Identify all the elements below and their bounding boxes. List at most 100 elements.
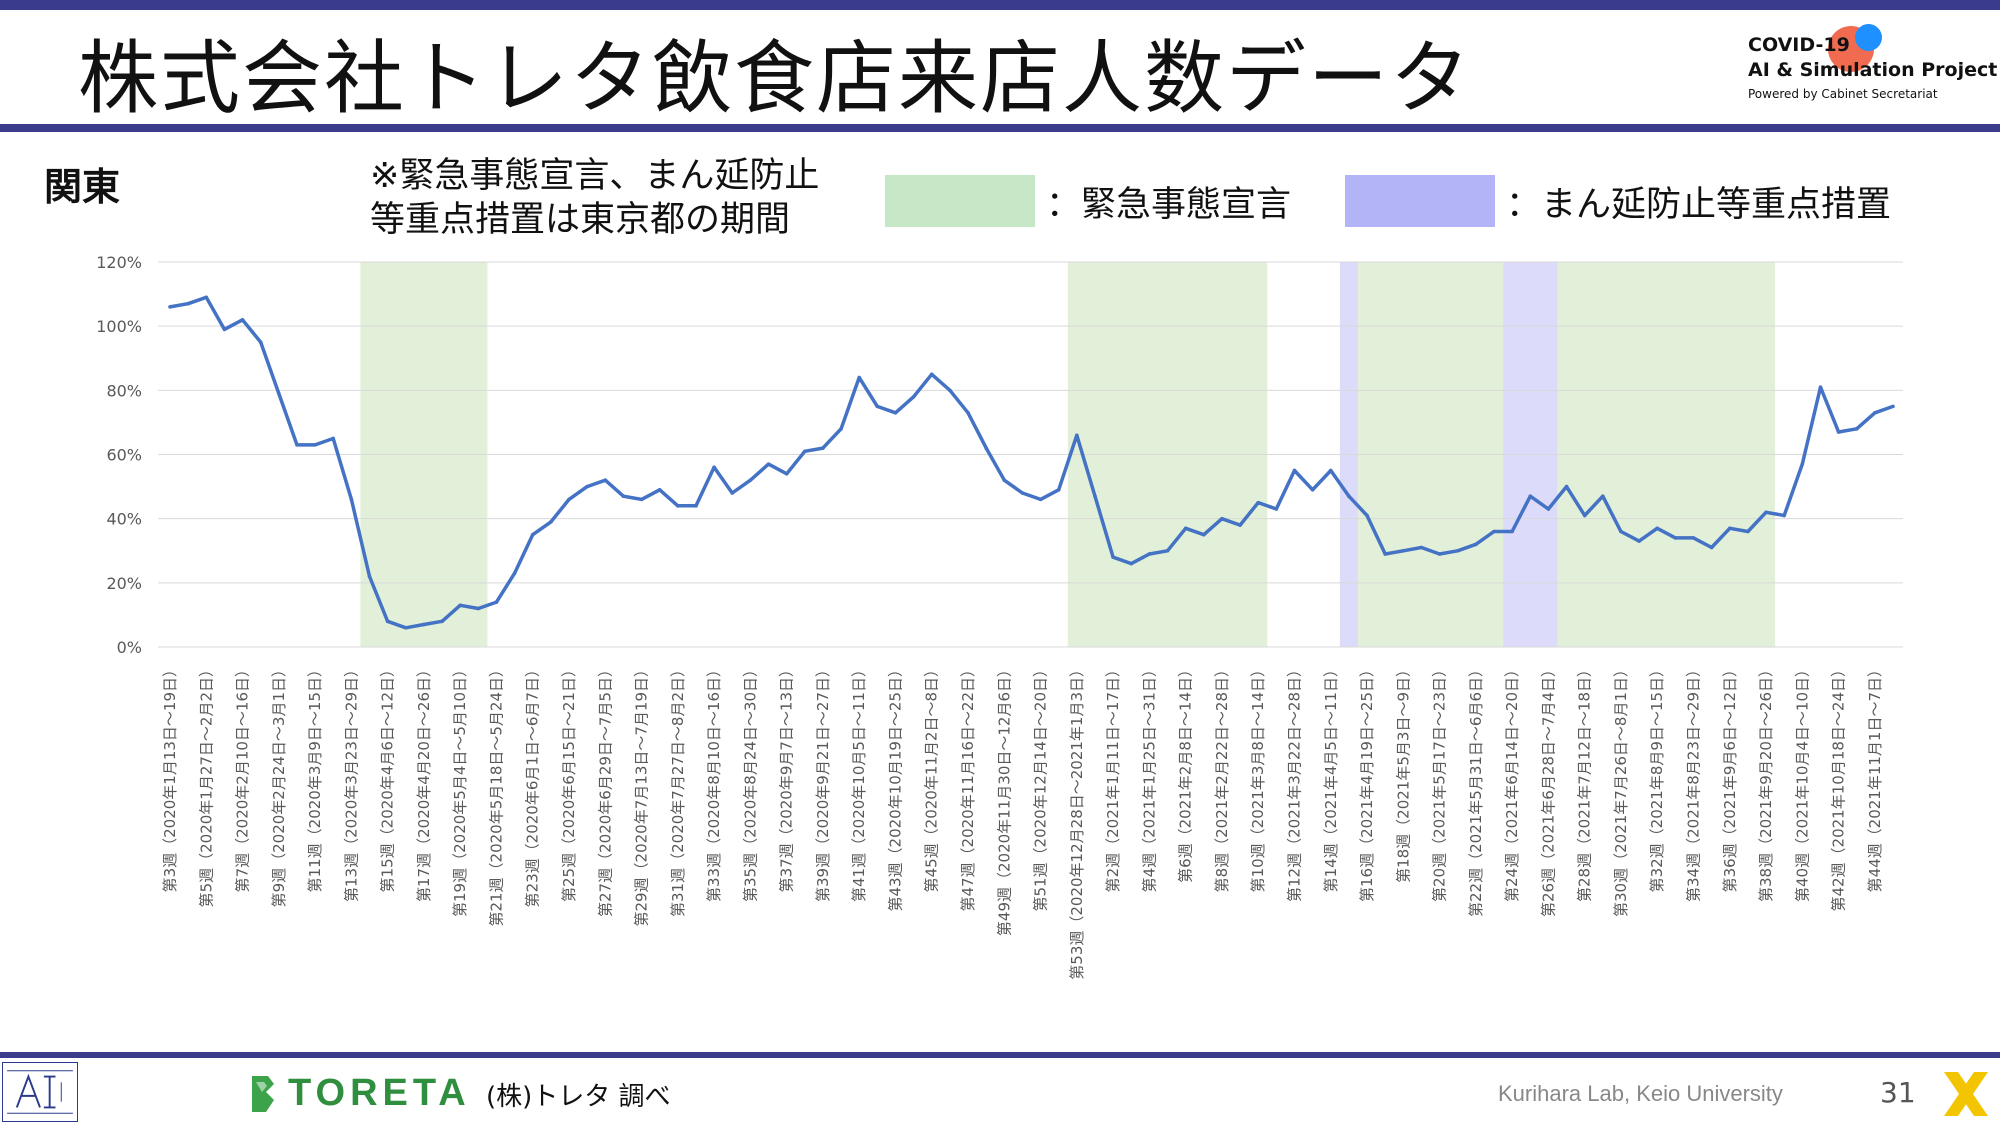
page-title: 株式会社トレタ飲食店来店人数データ [78,32,1472,125]
x-tick-label: 第37週（2020年9月7日～13日） [778,662,796,892]
x-tick-label: 第2週（2021年1月11日～17日） [1104,662,1122,892]
data-point [1873,410,1877,415]
data-point [1455,548,1460,553]
x-tick-label: 第17週（2020年4月20日～26日） [415,662,433,902]
data-point [1854,427,1859,431]
data-point [385,619,390,624]
data-point [893,410,898,415]
data-point [657,487,662,492]
data-point [639,497,644,502]
data-point [1891,404,1895,409]
data-point [1709,545,1714,550]
legend-swatch-priority [1345,175,1495,227]
logo-line1: COVID-19 [1748,34,1850,56]
data-point [1383,552,1387,556]
x-tick-label: 第20週（2021年5月17日～23日） [1431,662,1449,902]
data-point [1492,529,1496,534]
data-point [277,391,281,396]
x-tick-label: 第30週（2021年7月26日～8月1日） [1612,662,1630,917]
x-tick-label: 第13週（2020年3月23日～29日） [342,662,360,902]
x-tick-label: 第49週（2020年11月30日～12月6日） [995,662,1013,936]
logo-line2: AI & Simulation Project [1748,59,1998,81]
data-point [730,491,735,495]
data-point [440,619,444,624]
x-tick-label: 第32週（2021年8月9日～15日） [1648,662,1666,892]
data-point [1365,513,1369,518]
toreta-leaf-icon [252,1076,274,1112]
x-tick-label: 第44週（2021年11月1日～7日） [1866,662,1884,892]
x-tick-label: 第27週（2020年6月29日～7月5日） [596,662,614,917]
data-point [929,372,934,377]
x-tick-label: 第29週（2020年7月13日～7月19日） [633,662,651,927]
y-tick-label: 40% [106,510,142,529]
data-point [1619,529,1623,534]
x-tick-label: 第4週（2021年1月25日～31日） [1140,662,1158,892]
data-point [422,622,426,627]
y-tick-label: 0% [117,638,142,657]
data-point [1056,487,1061,492]
x-tick-label: 第15週（2020年4月6日～12日） [379,662,397,892]
data-point [240,317,245,322]
data-point [821,446,825,450]
data-point [1238,523,1242,527]
line-chart: 0% 20% 40% 60% 80% 100% 120% 第3週（2020年1月13日～19日… [96,253,1903,980]
note-line2: 等重点措置は東京都の期間 [370,200,791,240]
legend-label-emergency: ：緊急事態宣言 [1046,185,1292,225]
x-tick-label: 第45週（2020年11月2日～8日） [923,662,941,892]
data-point [748,478,753,482]
x-tick-label: 第11週（2020年3月9日～15日） [306,662,324,892]
x-tick-label: 第22週（2021年5月31日～6月6日） [1467,662,1485,917]
x-mark-logo-icon [1944,1072,1988,1116]
x-tick-label: 第5週（2020年1月27日～2月2日） [197,662,215,907]
data-point [258,340,263,345]
data-point [1727,526,1732,531]
x-tick-label: 第23週（2020年6月1日～6月7日） [524,662,542,907]
data-point [875,404,880,409]
data-point [403,625,408,630]
x-tick-label: 第33週（2020年8月10日～16日） [705,662,723,902]
x-tick-label: 第51週（2020年12月14日～20日） [1032,662,1050,912]
data-point [839,427,843,431]
data-point [549,520,553,524]
data-point [367,574,372,579]
x-tick-label: 第9週（2020年2月24日～3月1日） [270,662,288,907]
page-number: 31 [1880,1076,1916,1109]
x-tick-label: 第38週（2021年9月20日～26日） [1757,662,1775,902]
x-tick-label: 第41週（2020年10月5日～11日） [850,662,868,902]
data-point [1764,510,1768,515]
data-point [621,494,626,499]
top-accent-bar [0,0,2000,10]
data-point [1038,497,1043,502]
data-point [603,478,608,482]
data-point [1401,548,1406,553]
data-point [802,449,807,454]
x-tick-label: 第34週（2021年8月23日～29日） [1684,662,1702,902]
data-point [857,375,861,380]
data-point [1328,468,1333,473]
data-point [1582,513,1587,518]
source-note: (株)トレタ 調べ [486,1082,671,1112]
legend-label-priority: ：まん延防止等重点措置 [1506,185,1892,225]
data-point [1818,385,1823,389]
data-point [1183,526,1188,531]
data-point [222,327,227,332]
x-tick-label: 第16週（2021年4月19日～25日） [1358,662,1376,902]
data-point [1202,532,1206,537]
data-point [911,394,916,399]
data-point [1147,552,1152,556]
title-underline-bar [0,124,2000,132]
data-point [1673,536,1678,540]
covid-project-logo: COVID-19 AI & Simulation Project Powered… [1748,34,1997,101]
data-point [476,606,481,611]
data-point [784,471,789,476]
data-point [1075,433,1079,438]
legend-swatch-emergency [885,175,1035,227]
data-point [694,504,698,508]
data-point [512,571,517,576]
logo-blue-dot [1855,24,1882,51]
logo-line3: Powered by Cabinet Secretariat [1748,87,1938,101]
data-point [585,484,589,489]
data-point [295,443,299,447]
x-tick-label: 第7週（2020年2月10日～16日） [234,662,252,892]
data-point [1601,494,1605,499]
